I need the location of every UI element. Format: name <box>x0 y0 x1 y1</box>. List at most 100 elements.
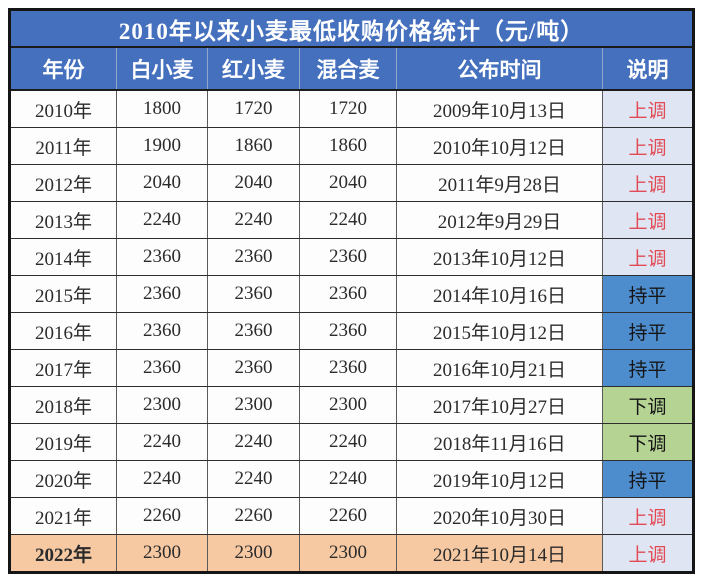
cell-red-wheat: 2360 <box>207 238 300 276</box>
cell-publish-date: 2020年10月30日 <box>396 497 603 535</box>
cell-year: 2013年 <box>9 201 117 239</box>
cell-year: 2020年 <box>9 460 117 498</box>
status-badge: 持平 <box>601 312 695 350</box>
cell-publish-date: 2014年10月16日 <box>396 275 603 313</box>
table-row: 2020年 2240 2240 2240 2019年10月12日 持平 <box>9 460 695 498</box>
table-row: 2017年 2360 2360 2360 2016年10月21日 持平 <box>9 349 695 387</box>
cell-red-wheat: 2040 <box>207 164 300 202</box>
table-row: 2014年 2360 2360 2360 2013年10月12日 上调 <box>9 238 695 276</box>
cell-mixed-wheat: 2240 <box>299 460 397 498</box>
cell-red-wheat: 1860 <box>207 127 300 165</box>
status-badge: 上调 <box>601 497 695 535</box>
cell-publish-date: 2011年9月28日 <box>396 164 603 202</box>
status-badge: 上调 <box>601 89 695 128</box>
cell-mixed-wheat: 1860 <box>299 127 397 165</box>
cell-white-wheat: 2260 <box>116 497 208 535</box>
cell-mixed-wheat: 1720 <box>299 89 397 128</box>
status-badge: 下调 <box>601 423 695 461</box>
column-header-red-wheat: 红小麦 <box>207 47 300 91</box>
table-row: 2012年 2040 2040 2040 2011年9月28日 上调 <box>9 164 695 202</box>
column-header-publish-date: 公布时间 <box>396 47 603 91</box>
cell-year: 2012年 <box>9 164 117 202</box>
cell-mixed-wheat: 2240 <box>299 423 397 461</box>
cell-red-wheat: 2360 <box>207 275 300 313</box>
cell-year: 2019年 <box>9 423 117 461</box>
table-row: 2021年 2260 2260 2260 2020年10月30日 上调 <box>9 497 695 535</box>
table-row: 2016年 2360 2360 2360 2015年10月12日 持平 <box>9 312 695 350</box>
cell-publish-date: 2021年10月14日 <box>396 534 603 573</box>
cell-year: 2014年 <box>9 238 117 276</box>
table-row: 2015年 2360 2360 2360 2014年10月16日 持平 <box>9 275 695 313</box>
status-badge: 持平 <box>601 349 695 387</box>
table-row: 2011年 1900 1860 1860 2010年10月12日 上调 <box>9 127 695 165</box>
status-badge: 上调 <box>601 201 695 239</box>
cell-white-wheat: 2360 <box>116 275 208 313</box>
table-row: 2010年 1800 1720 1720 2009年10月13日 上调 <box>9 89 695 128</box>
table-title: 2010年以来小麦最低收购价格统计（元/吨） <box>9 9 694 48</box>
cell-mixed-wheat: 2240 <box>299 201 397 239</box>
cell-publish-date: 2012年9月29日 <box>396 201 603 239</box>
cell-mixed-wheat: 2360 <box>299 238 397 276</box>
cell-white-wheat: 2300 <box>116 534 208 573</box>
table-row: 2018年 2300 2300 2300 2017年10月27日 下调 <box>9 386 695 424</box>
cell-mixed-wheat: 2360 <box>299 275 397 313</box>
cell-year: 2011年 <box>9 127 117 165</box>
status-badge: 持平 <box>601 275 695 313</box>
cell-red-wheat: 2260 <box>207 497 300 535</box>
table-row: 2013年 2240 2240 2240 2012年9月29日 上调 <box>9 201 695 239</box>
cell-year: 2010年 <box>9 89 117 128</box>
cell-red-wheat: 2360 <box>207 349 300 387</box>
cell-year: 2018年 <box>9 386 117 424</box>
cell-red-wheat: 2240 <box>207 423 300 461</box>
cell-publish-date: 2017年10月27日 <box>396 386 603 424</box>
cell-year: 2015年 <box>9 275 117 313</box>
cell-red-wheat: 2360 <box>207 312 300 350</box>
cell-white-wheat: 2240 <box>116 201 208 239</box>
cell-publish-date: 2016年10月21日 <box>396 349 603 387</box>
cell-white-wheat: 2360 <box>116 312 208 350</box>
cell-red-wheat: 2240 <box>207 460 300 498</box>
cell-mixed-wheat: 2300 <box>299 534 397 573</box>
wheat-min-purchase-price-table: 2010年以来小麦最低收购价格统计（元/吨） 年份 白小麦 红小麦 混合麦 公布时间 说明… <box>8 8 696 574</box>
cell-white-wheat: 2240 <box>116 460 208 498</box>
cell-white-wheat: 1800 <box>116 89 208 128</box>
status-badge: 上调 <box>601 127 695 165</box>
table-row: 2019年 2240 2240 2240 2018年11月16日 下调 <box>9 423 695 461</box>
cell-white-wheat: 2360 <box>116 238 208 276</box>
cell-publish-date: 2010年10月12日 <box>396 127 603 165</box>
status-badge: 下调 <box>601 386 695 424</box>
cell-year: 2016年 <box>9 312 117 350</box>
title-row: 2010年以来小麦最低收购价格统计（元/吨） <box>9 9 694 48</box>
cell-white-wheat: 2360 <box>116 349 208 387</box>
cell-mixed-wheat: 2040 <box>299 164 397 202</box>
status-badge: 上调 <box>601 164 695 202</box>
column-header-row: 年份 白小麦 红小麦 混合麦 公布时间 说明 <box>9 47 694 91</box>
column-header-year: 年份 <box>9 47 117 91</box>
cell-white-wheat: 2040 <box>116 164 208 202</box>
cell-red-wheat: 2240 <box>207 201 300 239</box>
cell-publish-date: 2009年10月13日 <box>396 89 603 128</box>
status-badge: 持平 <box>601 460 695 498</box>
cell-mixed-wheat: 2300 <box>299 386 397 424</box>
cell-red-wheat: 1720 <box>207 89 300 128</box>
cell-red-wheat: 2300 <box>207 534 300 573</box>
column-header-white-wheat: 白小麦 <box>116 47 208 91</box>
cell-year: 2022年 <box>9 534 117 573</box>
cell-mixed-wheat: 2360 <box>299 312 397 350</box>
cell-publish-date: 2013年10月12日 <box>396 238 603 276</box>
cell-mixed-wheat: 2260 <box>299 497 397 535</box>
cell-white-wheat: 2240 <box>116 423 208 461</box>
cell-publish-date: 2018年11月16日 <box>396 423 603 461</box>
cell-mixed-wheat: 2360 <box>299 349 397 387</box>
cell-publish-date: 2015年10月12日 <box>396 312 603 350</box>
cell-white-wheat: 1900 <box>116 127 208 165</box>
cell-red-wheat: 2300 <box>207 386 300 424</box>
table-row: 2022年 2300 2300 2300 2021年10月14日 上调 <box>9 534 695 573</box>
cell-year: 2017年 <box>9 349 117 387</box>
cell-white-wheat: 2300 <box>116 386 208 424</box>
cell-publish-date: 2019年10月12日 <box>396 460 603 498</box>
cell-year: 2021年 <box>9 497 117 535</box>
column-header-mixed-wheat: 混合麦 <box>299 47 397 91</box>
status-badge: 上调 <box>601 238 695 276</box>
